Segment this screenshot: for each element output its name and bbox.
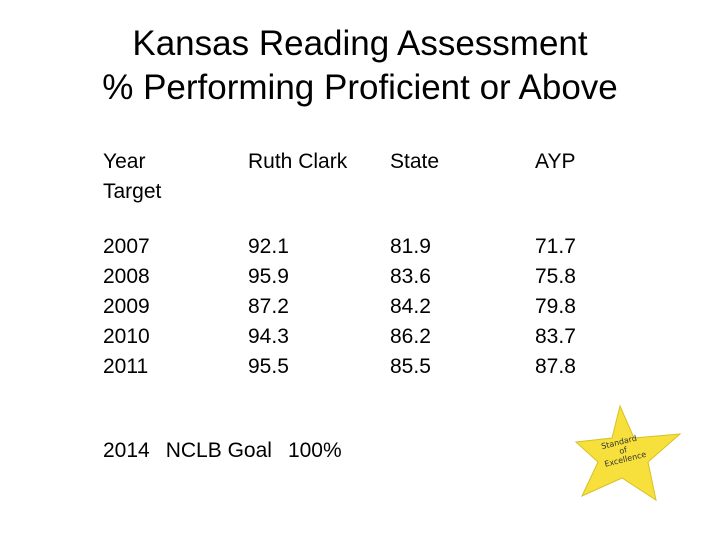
header-year-target: Year Target — [103, 147, 161, 207]
goal-value: 100% — [287, 439, 342, 462]
year-cell: 2009 — [103, 295, 150, 318]
year-column: 2007 2008 2009 2010 2011 — [103, 232, 150, 382]
state-cell: 83.6 — [390, 265, 431, 288]
school-cell: 95.5 — [248, 355, 289, 378]
state-cell: 84.2 — [390, 295, 431, 318]
state-cell: 81.9 — [390, 235, 431, 258]
school-column: 92.1 95.9 87.2 94.3 95.5 — [248, 232, 289, 382]
header-ayp: AYP — [535, 150, 576, 173]
ayp-cell: 79.8 — [535, 295, 576, 318]
school-cell: 95.9 — [248, 265, 289, 288]
goal-year: 2014 — [103, 439, 150, 462]
ayp-cell: 87.8 — [535, 355, 576, 378]
ayp-cell: 83.7 — [535, 325, 576, 348]
goal-line: 2014 NCLB Goal 100% — [103, 436, 358, 466]
title-line-1: Kansas Reading Assessment — [132, 24, 588, 63]
header-year: Year — [103, 150, 146, 173]
star-shape — [574, 404, 682, 502]
state-column: 81.9 83.6 84.2 86.2 85.5 — [390, 232, 431, 382]
year-cell: 2008 — [103, 265, 150, 288]
ayp-column: 71.7 75.8 79.8 83.7 87.8 — [535, 232, 576, 382]
year-cell: 2007 — [103, 235, 150, 258]
slide-title: Kansas Reading Assessment % Performing P… — [0, 22, 720, 110]
badge-line-2: of — [618, 445, 628, 456]
star-badge-icon: Standard of Excellence — [574, 404, 682, 502]
state-cell: 86.2 — [390, 325, 431, 348]
year-cell: 2011 — [103, 355, 149, 378]
year-cell: 2010 — [103, 325, 150, 348]
header-state: State — [390, 150, 440, 173]
header-school: Ruth Clark — [248, 150, 348, 173]
ayp-cell: 75.8 — [535, 265, 576, 288]
header-target: Target — [103, 180, 162, 203]
title-line-2: % Performing Proficient or Above — [102, 68, 618, 107]
state-cell: 85.5 — [390, 355, 431, 378]
school-cell: 87.2 — [248, 295, 289, 318]
school-cell: 94.3 — [248, 325, 289, 348]
goal-label: NCLB Goal — [165, 439, 272, 462]
ayp-cell: 71.7 — [535, 235, 576, 258]
school-cell: 92.1 — [248, 235, 289, 258]
